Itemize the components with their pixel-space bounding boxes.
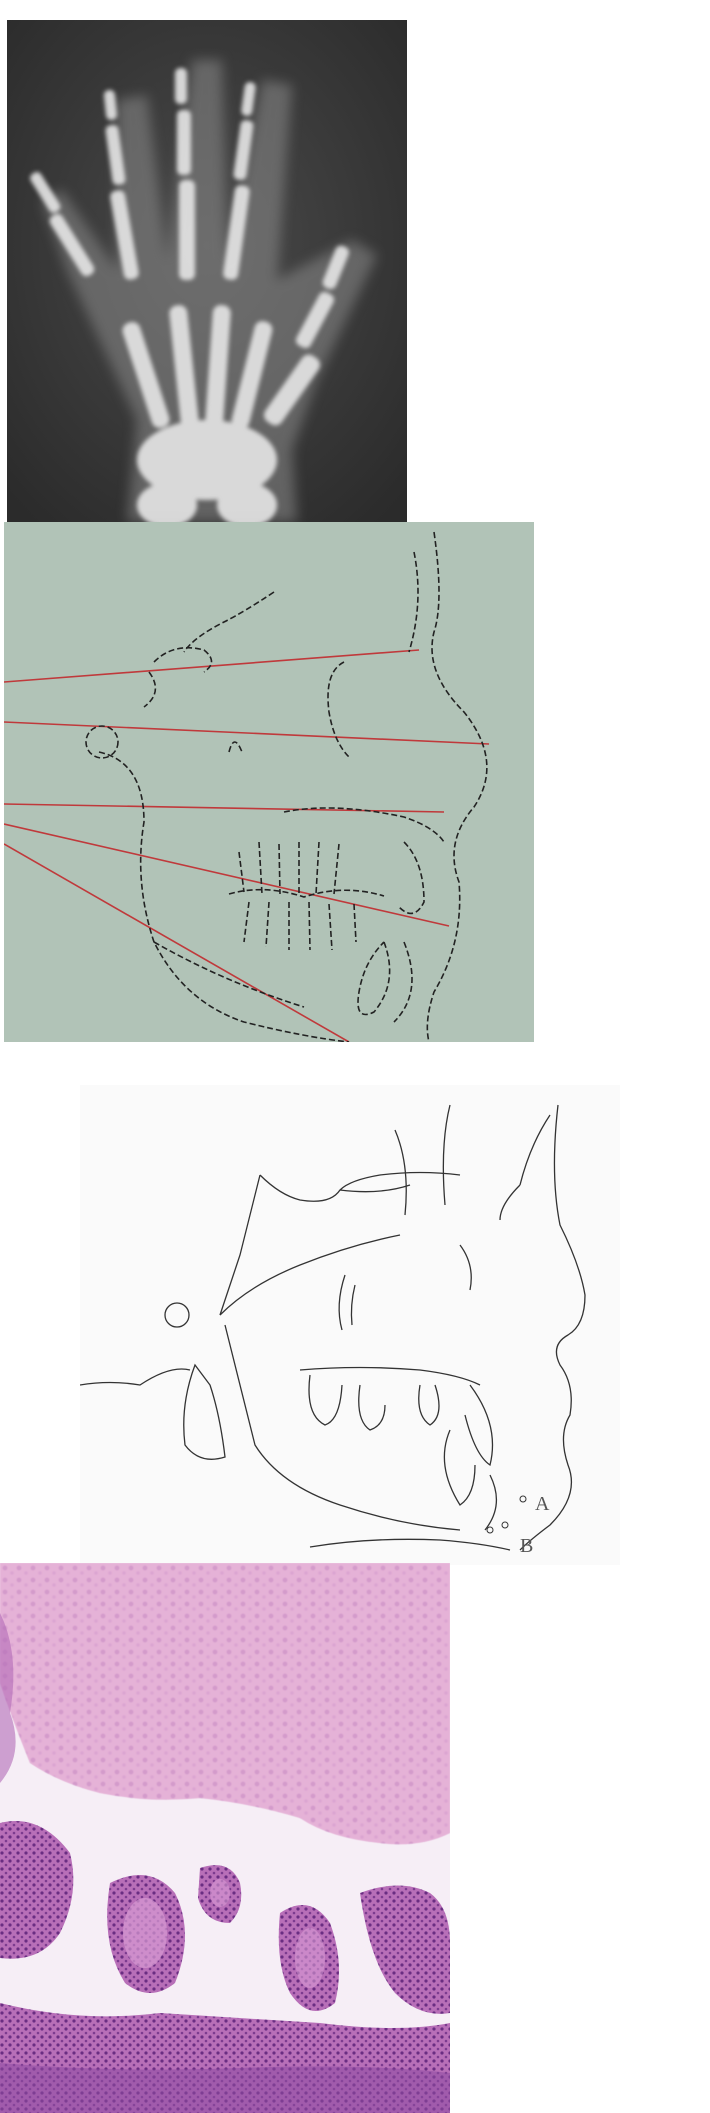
point-a-label: A: [535, 1493, 550, 1515]
hand-xray-graphic: [7, 20, 407, 522]
hand-xray-image: [7, 20, 407, 522]
histology-micrograph: [0, 1563, 450, 2113]
cephalometric-tracing-lines: [4, 522, 534, 1042]
point-b-label: B: [520, 1535, 533, 1557]
cephalometric-profile-tracing: A B: [80, 1085, 620, 1565]
ceph-profile-graphic: A B: [80, 1085, 620, 1565]
histology-graphic: [0, 1563, 450, 2113]
ceph-lines-graphic: [4, 522, 534, 1042]
